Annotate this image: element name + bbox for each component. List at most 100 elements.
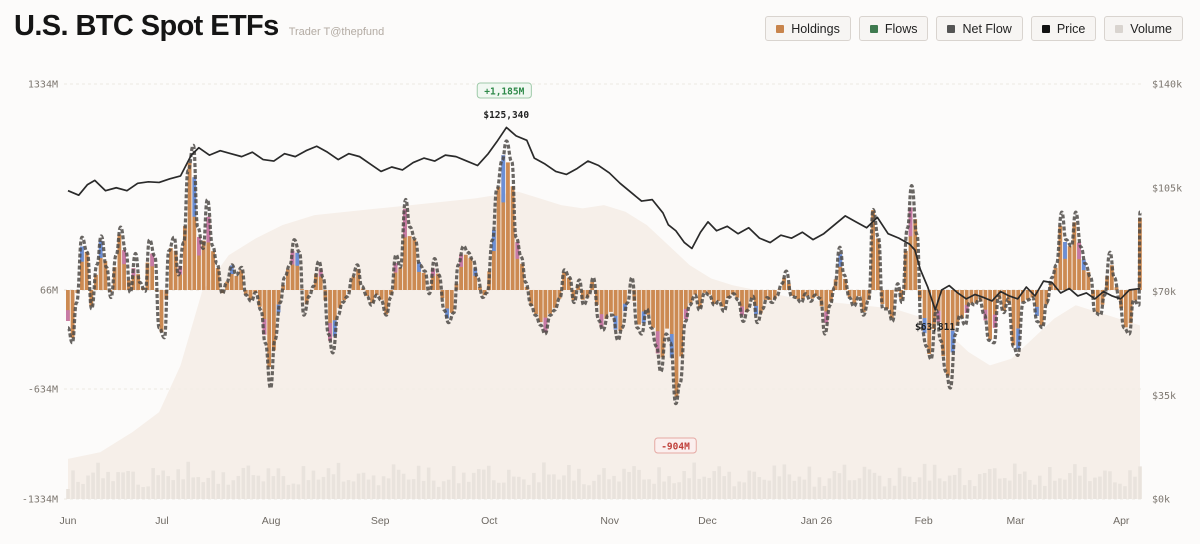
flow-bar — [206, 216, 211, 290]
flow-bar-segment — [908, 207, 913, 237]
flow-bar — [1025, 290, 1030, 300]
volume-bar — [1128, 470, 1132, 499]
x-axis-month-label: Feb — [915, 515, 933, 527]
flow-bar — [463, 254, 468, 290]
volume-bar — [762, 479, 767, 499]
flow-bar — [314, 274, 318, 290]
flow-bar — [721, 290, 726, 307]
flow-bar — [290, 250, 295, 290]
volume-bar — [256, 475, 261, 499]
volume-bar — [517, 476, 521, 499]
volume-bar — [737, 481, 742, 499]
volume-bar — [852, 480, 857, 499]
volume-bar — [286, 484, 291, 499]
volume-bar — [617, 481, 621, 499]
flow-bar — [286, 269, 290, 290]
flow-bar — [342, 290, 346, 301]
volume-bar — [612, 475, 616, 499]
volume-bar — [141, 487, 145, 499]
flow-bar — [248, 290, 253, 300]
flow-bar — [1020, 290, 1025, 302]
volume-bar — [877, 475, 882, 499]
flow-bar — [262, 290, 267, 335]
flow-bar-segment — [393, 263, 398, 273]
volume-bar — [527, 484, 531, 499]
flow-bar-segment — [922, 318, 927, 334]
volume-bar — [967, 480, 972, 499]
volume-bar — [597, 474, 601, 499]
flow-bar — [726, 290, 730, 299]
volume-bar — [131, 471, 135, 499]
volume-bar — [191, 477, 196, 499]
flow-bar — [337, 290, 342, 308]
flow-bar-segment — [491, 230, 496, 252]
volume-bar — [231, 480, 236, 499]
volume-bar — [1098, 476, 1102, 499]
flow-bar — [1091, 290, 1095, 297]
volume-area — [68, 191, 1140, 499]
flow-bar — [445, 290, 449, 319]
flow-bar — [211, 251, 215, 290]
volume-bar — [1033, 484, 1037, 499]
flow-bar-segment — [515, 242, 520, 259]
volume-bar — [476, 469, 481, 499]
flow-bar — [566, 277, 571, 290]
legend-volume-button[interactable]: Volume — [1104, 16, 1183, 41]
flow-bar — [412, 239, 417, 290]
volume-bar — [171, 480, 175, 499]
flow-bar — [215, 268, 220, 290]
legend-net-flow-button[interactable]: Net Flow — [936, 16, 1023, 41]
flow-bar — [384, 290, 389, 315]
flow-bar — [417, 262, 421, 290]
volume-bar — [111, 481, 115, 499]
volume-bar — [502, 482, 506, 499]
annotation-label: +1,185M — [484, 87, 524, 98]
flow-bar — [964, 290, 969, 313]
volume-bar — [416, 465, 421, 499]
volume-bar — [136, 484, 140, 499]
volume-bar — [181, 479, 186, 499]
volume-bar — [451, 466, 456, 499]
legend-holdings-button[interactable]: Holdings — [765, 16, 851, 41]
flow-bar — [674, 290, 679, 397]
volume-bar — [311, 470, 316, 499]
flow-bar — [449, 290, 454, 313]
volume-bar — [677, 482, 681, 499]
flow-bar-segment — [276, 304, 281, 313]
flow-bar — [758, 290, 763, 314]
flow-bar — [786, 283, 791, 290]
legend-label: Volume — [1130, 21, 1172, 36]
flow-bar — [201, 240, 206, 290]
volume-bar — [391, 464, 396, 499]
flow-bar-segment — [80, 246, 84, 262]
x-axis-month-label: Mar — [1006, 515, 1025, 527]
volume-bar — [507, 469, 511, 499]
left-axis-tick: 66M — [40, 286, 58, 297]
flow-bar-segment — [1016, 328, 1021, 350]
flow-bar — [843, 278, 847, 290]
flow-bar-segment — [290, 250, 295, 265]
legend-price-button[interactable]: Price — [1030, 16, 1097, 41]
flow-bar — [225, 281, 229, 290]
flow-bar — [983, 290, 988, 321]
volume-bar — [687, 478, 691, 499]
volume-bar — [657, 467, 661, 499]
volume-bar — [962, 485, 967, 499]
volume-bar — [777, 476, 782, 499]
volume-bar — [86, 475, 90, 499]
flow-bar — [730, 290, 735, 295]
volume-bar — [176, 469, 181, 499]
volume-bar — [456, 483, 461, 499]
volume-bar — [81, 483, 85, 499]
flow-bar — [197, 236, 201, 290]
volume-bar — [466, 481, 471, 499]
flow-bar — [857, 290, 861, 297]
volume-bar — [632, 466, 636, 499]
flow-bar — [351, 276, 356, 290]
legend-flows-button[interactable]: Flows — [858, 16, 929, 41]
flow-bar — [435, 273, 440, 290]
flow-bar — [131, 268, 136, 290]
volume-swatch-icon — [1115, 24, 1124, 33]
left-axis-tick: 1334M — [28, 80, 58, 91]
flow-bar — [1072, 222, 1077, 290]
